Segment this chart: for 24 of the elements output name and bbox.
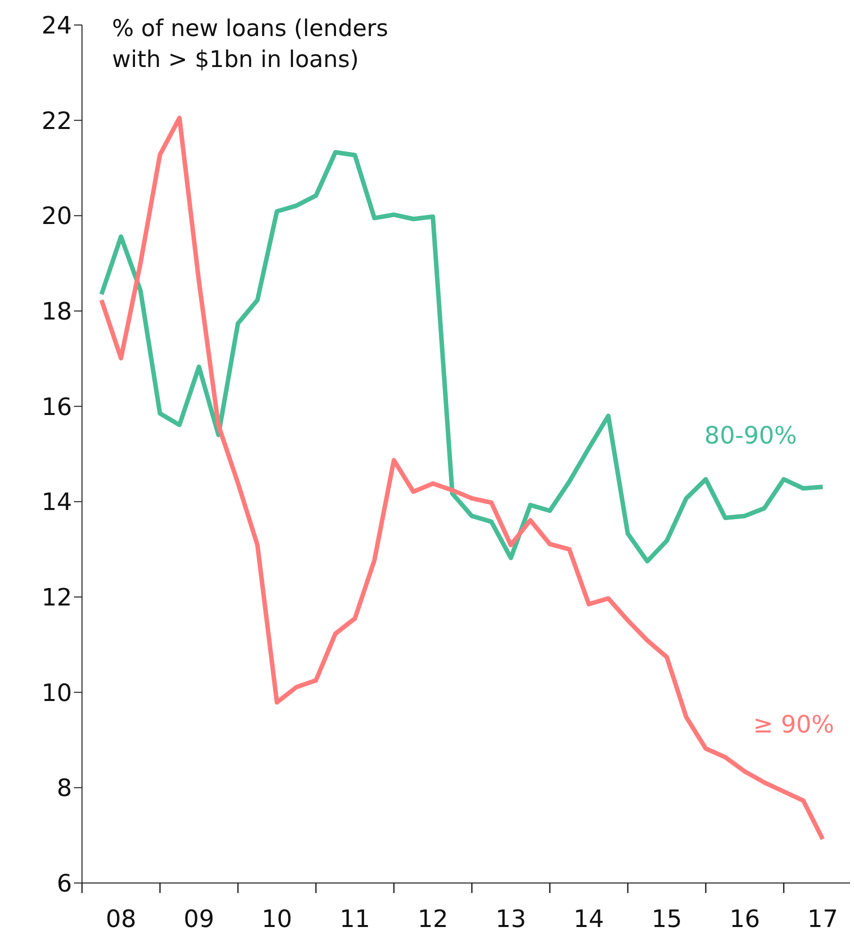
x-tick-label: 17 <box>807 905 838 933</box>
x-tick-label: 14 <box>574 905 604 933</box>
x-tick-label: 13 <box>496 905 526 933</box>
y-tick-label: 8 <box>56 774 72 802</box>
y-tick-label: 18 <box>41 298 72 326</box>
y-tick-label: 20 <box>41 202 72 230</box>
y-tick-label: 22 <box>41 106 72 135</box>
y-tick-label: 24 <box>41 12 72 40</box>
x-tick-label: 12 <box>418 905 448 933</box>
y-tick-label: 16 <box>41 392 72 421</box>
y-tick-label: 6 <box>56 870 72 898</box>
x-tick-label: 15 <box>652 905 682 933</box>
y-tick-label: 10 <box>41 678 72 707</box>
line-series <box>99 150 825 564</box>
x-tick-label: 09 <box>184 905 214 933</box>
series-label: 80-90% <box>704 421 797 450</box>
series-label: ≥ 90% <box>753 710 834 739</box>
x-tick-label: 10 <box>262 905 292 933</box>
y-tick-label: 12 <box>41 584 72 612</box>
x-tick-label: 16 <box>729 905 760 933</box>
y-axis-title: % of new loans (lenders with > $1bn in loans) <box>112 15 390 75</box>
y-tick-label: 14 <box>41 488 72 516</box>
x-tick-label: 11 <box>340 905 370 933</box>
x-tick-label: 08 <box>106 905 136 933</box>
